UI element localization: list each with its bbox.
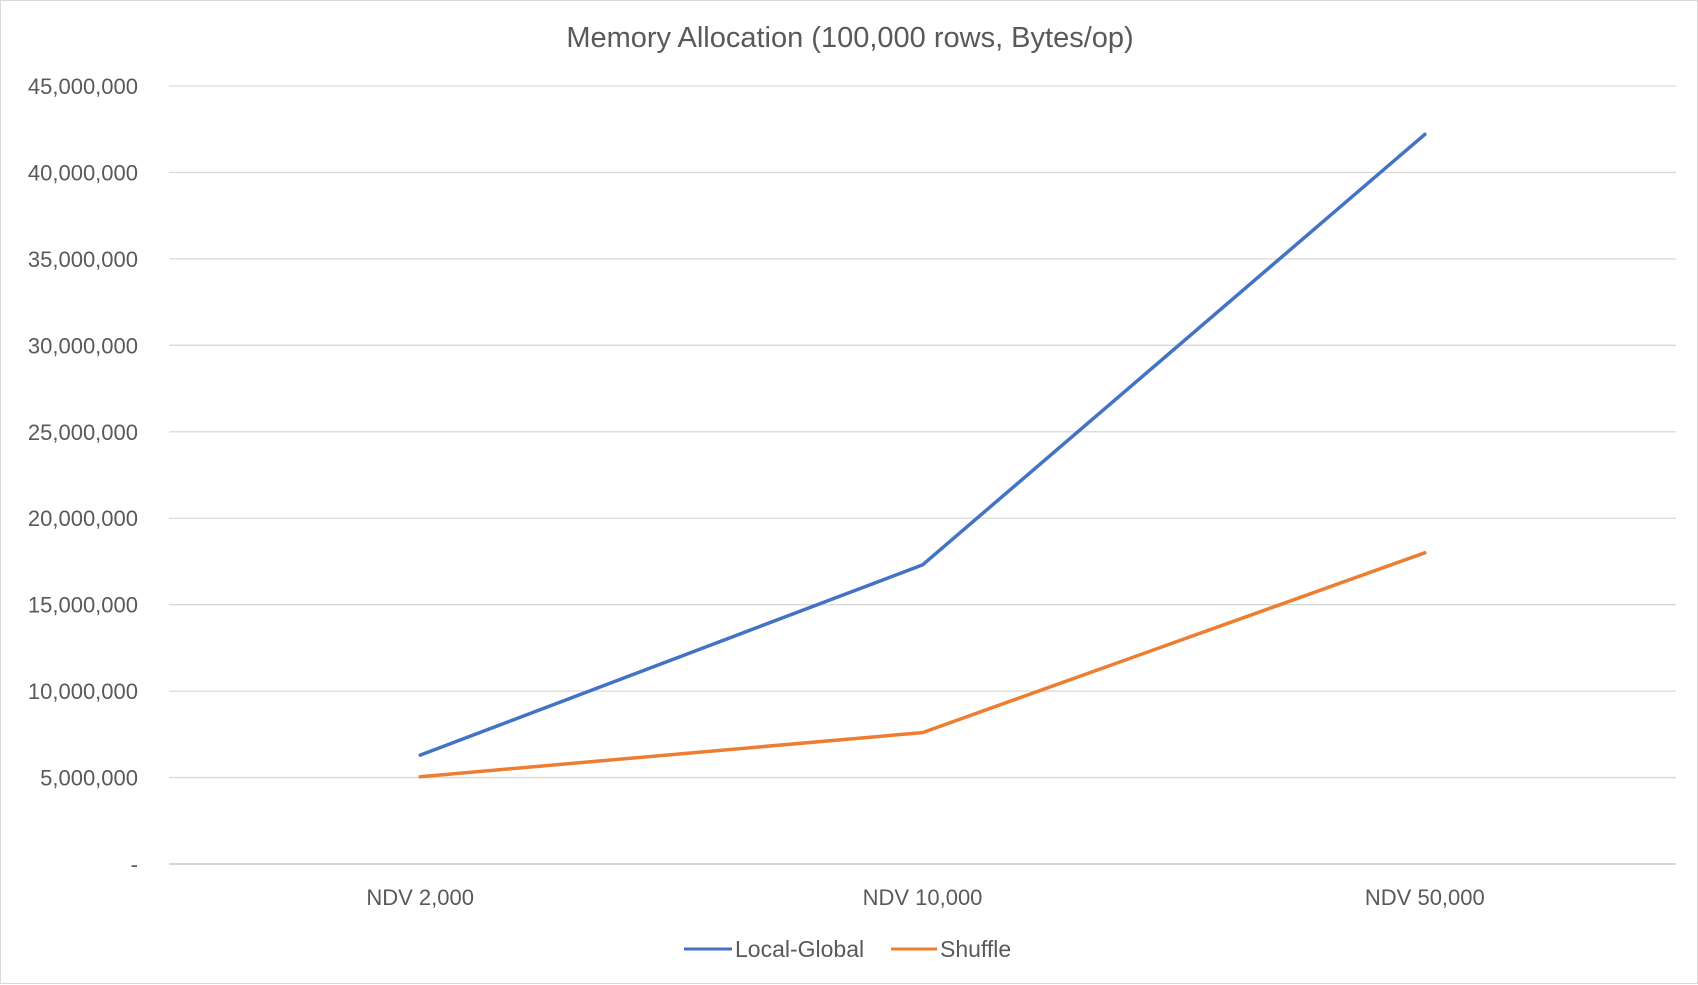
y-tick-label: 35,000,000 — [28, 247, 138, 272]
series-lines — [418, 132, 1427, 779]
series-line-local-global — [418, 132, 1427, 757]
y-tick-label: 10,000,000 — [28, 679, 138, 704]
x-axis: NDV 2,000 NDV 10,000 NDV 50,000 — [366, 885, 1484, 910]
legend-label-local-global: Local-Global — [735, 936, 864, 962]
y-tick-label: 20,000,000 — [28, 506, 138, 531]
x-tick-label: NDV 10,000 — [863, 885, 983, 910]
chart-title: Memory Allocation (100,000 rows, Bytes/o… — [566, 22, 1133, 54]
y-tick-label: 15,000,000 — [28, 593, 138, 618]
legend: Local-Global Shuffle — [684, 936, 1011, 962]
series-line-shuffle — [418, 551, 1427, 779]
y-tick-label: 25,000,000 — [28, 420, 138, 445]
x-tick-label: NDV 2,000 — [366, 885, 474, 910]
y-tick-label: 5,000,000 — [40, 766, 138, 791]
y-tick-label: - — [131, 852, 138, 877]
gridlines — [169, 85, 1676, 865]
y-tick-label: 45,000,000 — [28, 74, 138, 99]
legend-label-shuffle: Shuffle — [940, 936, 1011, 962]
x-tick-label: NDV 50,000 — [1365, 885, 1485, 910]
y-tick-label: 40,000,000 — [28, 160, 138, 185]
y-tick-label: 30,000,000 — [28, 333, 138, 358]
y-axis: - 5,000,000 10,000,000 15,000,000 20,000,000… — [28, 74, 138, 877]
